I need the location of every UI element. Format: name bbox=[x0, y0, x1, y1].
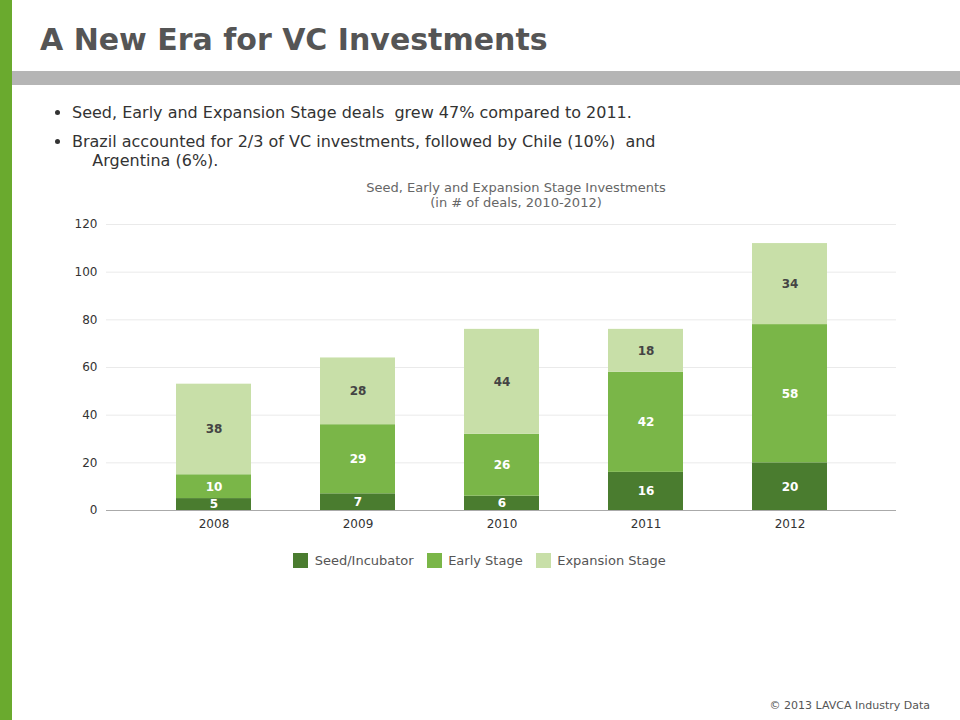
html-text:Brazil accounted for 2/3 of VC: Brazil accounted for 2/3 of VC investmen… bbox=[72, 132, 656, 151]
html-text:Seed/Incubator: Seed/Incubator bbox=[314, 553, 414, 568]
svg-text:40: 40 bbox=[82, 408, 97, 422]
svg-text:0: 0 bbox=[90, 503, 98, 517]
svg-text:2009: 2009 bbox=[343, 517, 374, 531]
svg-text:38: 38 bbox=[206, 422, 223, 436]
svg-text:2008: 2008 bbox=[199, 517, 230, 531]
html-text:Expansion Stage: Expansion Stage bbox=[557, 553, 666, 568]
html-text:Argentina (6%).: Argentina (6%). bbox=[72, 151, 219, 170]
svg-text:26: 26 bbox=[494, 458, 511, 472]
html-text:Seed, Early and Expansion Stag: Seed, Early and Expansion Stage deals gr… bbox=[72, 103, 632, 122]
svg-text:28: 28 bbox=[350, 384, 367, 398]
svg-text:80: 80 bbox=[82, 313, 97, 327]
html-text:Seed, Early and Expansion Stag: Seed, Early and Expansion Stage Investme… bbox=[366, 180, 666, 195]
svg-text:2011: 2011 bbox=[631, 517, 662, 531]
svg-text:44: 44 bbox=[494, 375, 511, 389]
svg-text:2012: 2012 bbox=[775, 517, 806, 531]
svg-text:2010: 2010 bbox=[487, 517, 518, 531]
svg-text:60: 60 bbox=[82, 360, 97, 374]
svg-text:20: 20 bbox=[82, 456, 97, 470]
svg-text:29: 29 bbox=[350, 452, 367, 466]
html-text:(in # of deals, 2010-2012): (in # of deals, 2010-2012) bbox=[430, 195, 602, 210]
svg-text:16: 16 bbox=[638, 484, 655, 498]
svg-text:34: 34 bbox=[782, 277, 799, 291]
svg-text:100: 100 bbox=[75, 265, 98, 279]
html-text:A New Era for VC Investments: A New Era for VC Investments bbox=[40, 22, 548, 57]
svg-text:18: 18 bbox=[638, 344, 655, 358]
svg-text:58: 58 bbox=[782, 387, 799, 401]
svg-text:120: 120 bbox=[75, 217, 98, 231]
html-text:© 2013 LAVCA Industry Data: © 2013 LAVCA Industry Data bbox=[769, 699, 930, 712]
svg-text:7: 7 bbox=[354, 495, 362, 509]
svg-text:10: 10 bbox=[206, 480, 223, 494]
svg-text:42: 42 bbox=[638, 415, 655, 429]
svg-text:20: 20 bbox=[782, 480, 799, 494]
svg-text:6: 6 bbox=[498, 496, 506, 510]
svg-text:5: 5 bbox=[210, 497, 218, 511]
html-text:Early Stage: Early Stage bbox=[448, 553, 523, 568]
